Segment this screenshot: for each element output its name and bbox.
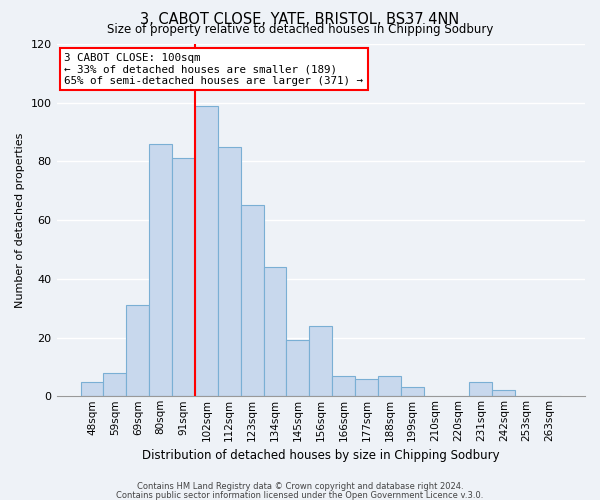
Bar	[310, 326, 332, 396]
Text: Contains public sector information licensed under the Open Government Licence v.: Contains public sector information licen…	[116, 490, 484, 500]
Bar	[241, 206, 263, 396]
Bar	[469, 382, 493, 396]
Bar	[401, 388, 424, 396]
Bar	[127, 306, 149, 396]
Text: Contains HM Land Registry data © Crown copyright and database right 2024.: Contains HM Land Registry data © Crown c…	[137, 482, 463, 491]
Text: 3 CABOT CLOSE: 100sqm
← 33% of detached houses are smaller (189)
65% of semi-det: 3 CABOT CLOSE: 100sqm ← 33% of detached …	[64, 53, 364, 86]
Bar	[103, 373, 127, 396]
Bar	[263, 267, 286, 396]
Bar	[332, 376, 355, 396]
Text: Size of property relative to detached houses in Chipping Sodbury: Size of property relative to detached ho…	[107, 22, 493, 36]
Text: 3, CABOT CLOSE, YATE, BRISTOL, BS37 4NN: 3, CABOT CLOSE, YATE, BRISTOL, BS37 4NN	[140, 12, 460, 28]
X-axis label: Distribution of detached houses by size in Chipping Sodbury: Distribution of detached houses by size …	[142, 450, 500, 462]
Bar	[149, 144, 172, 397]
Bar	[218, 146, 241, 396]
Bar	[286, 340, 310, 396]
Bar	[355, 378, 378, 396]
Bar	[493, 390, 515, 396]
Bar	[80, 382, 103, 396]
Y-axis label: Number of detached properties: Number of detached properties	[15, 132, 25, 308]
Bar	[378, 376, 401, 396]
Bar	[172, 158, 195, 396]
Bar	[195, 106, 218, 397]
